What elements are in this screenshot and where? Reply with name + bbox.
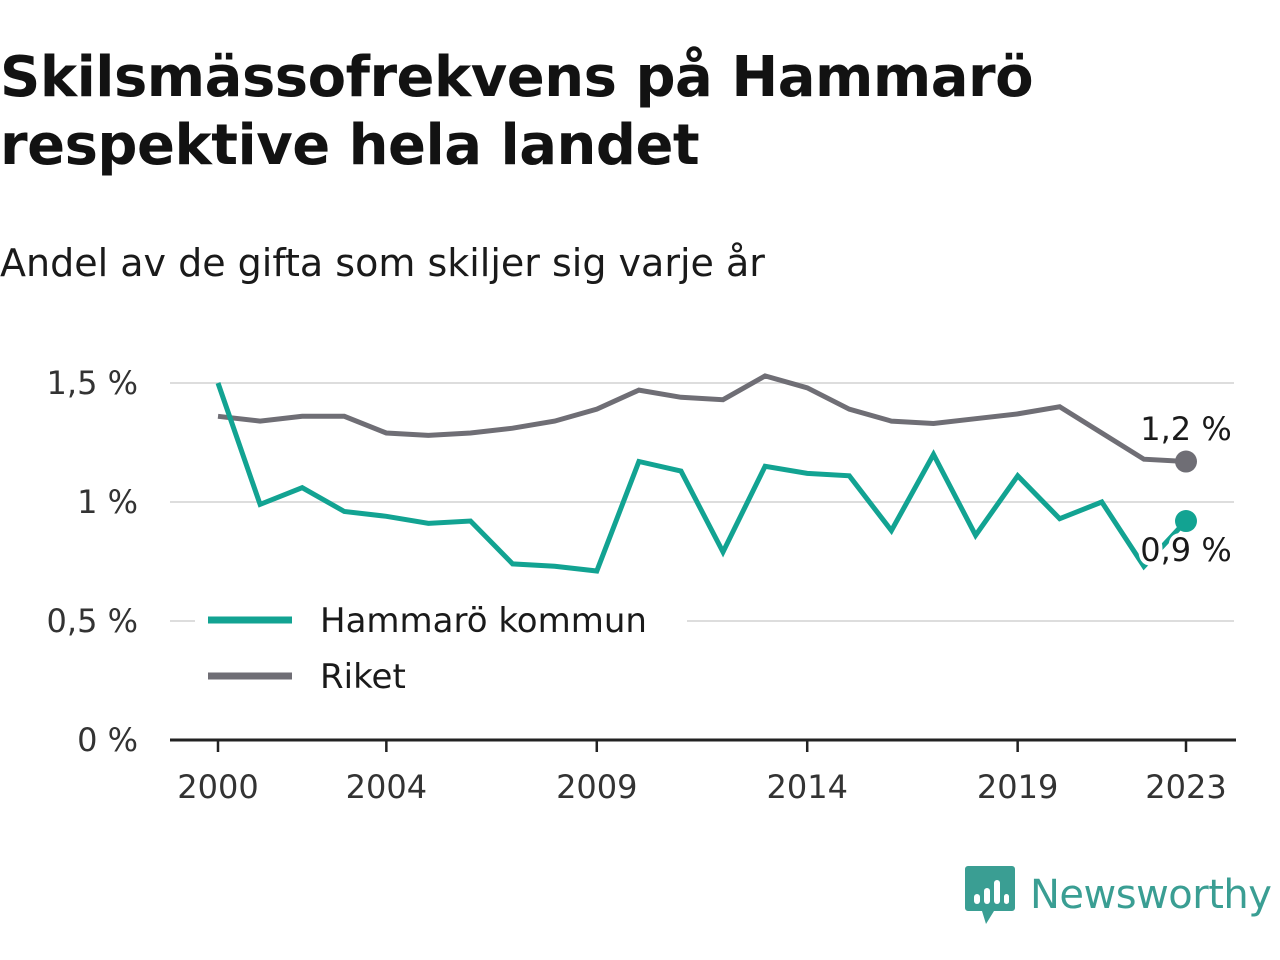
x-axis: 2000 2004 2009 2014 2019 2023: [170, 738, 1236, 806]
legend: Hammarö kommun Riket: [195, 594, 687, 708]
x-tick-label: 2014: [766, 768, 847, 806]
y-tick-label: 0 %: [77, 721, 138, 759]
end-label: 0,9 %: [1140, 531, 1231, 569]
x-tick-label: 2000: [177, 768, 258, 806]
series-lines: [215, 373, 1197, 574]
x-tick-label: 2009: [556, 768, 637, 806]
y-tick-label: 0,5 %: [47, 602, 138, 640]
series-line-hammaro: [215, 382, 1188, 574]
x-tick-label: 2023: [1145, 768, 1226, 806]
brand-name: Newsworthy: [1030, 872, 1272, 918]
x-tick-label: 2004: [346, 768, 427, 806]
y-tick-label: 1,5 %: [47, 364, 138, 402]
legend-label: Hammarö kommun: [320, 601, 647, 641]
end-point-marker: [1175, 510, 1197, 533]
end-labels: 0,9 %0,9 %1,2 %1,2 %: [1136, 406, 1235, 573]
end-point-marker: [1175, 450, 1197, 473]
legend-background: [195, 594, 687, 708]
chart-title: Skilsmässofrekvens på Hammarö respektive…: [0, 45, 1034, 178]
chart-subtitle: Andel av de gifta som skiljer sig varje …: [0, 241, 765, 285]
legend-label: Riket: [320, 657, 406, 697]
y-axis-labels: 0 % 0,5 % 1 % 1,5 %: [47, 364, 138, 759]
newsworthy-icon: [965, 866, 1015, 924]
x-tick-label: 2019: [977, 768, 1058, 806]
y-tick-label: 1 %: [77, 483, 138, 521]
end-label-halo: 1,2 %: [1140, 410, 1231, 448]
series-line-riket: [217, 373, 1187, 464]
end-label-halo: 0,9 %: [1140, 531, 1231, 569]
end-label: 1,2 %: [1140, 410, 1231, 448]
newsworthy-logo: Newsworthy: [964, 864, 1272, 926]
